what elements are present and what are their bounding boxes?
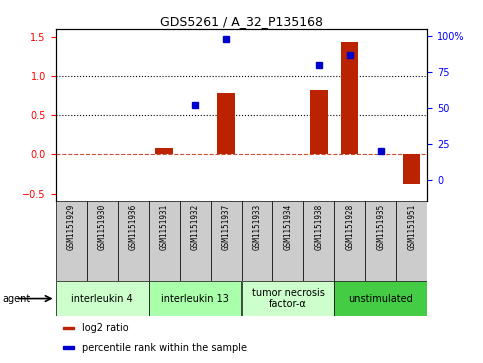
Text: GSM1151932: GSM1151932 [190, 204, 199, 250]
Bar [272, 201, 303, 281]
Text: GSM1151938: GSM1151938 [314, 204, 324, 250]
Text: GSM1151937: GSM1151937 [222, 204, 230, 250]
Bar [242, 281, 334, 316]
Bar [117, 201, 149, 281]
Text: percentile rank within the sample: percentile rank within the sample [82, 343, 247, 352]
Bar [63, 346, 74, 349]
Text: GSM1151936: GSM1151936 [128, 204, 138, 250]
Bar [242, 201, 272, 281]
Bar [366, 201, 397, 281]
Bar [217, 93, 235, 154]
Bar [149, 281, 242, 316]
Text: log2 ratio: log2 ratio [82, 323, 128, 333]
Bar [311, 90, 327, 154]
Text: unstimulated: unstimulated [349, 294, 413, 303]
Title: GDS5261 / A_32_P135168: GDS5261 / A_32_P135168 [160, 15, 323, 28]
Bar [397, 201, 427, 281]
Text: interleukin 4: interleukin 4 [71, 294, 133, 303]
Text: GSM1151933: GSM1151933 [253, 204, 261, 250]
Text: tumor necrosis
factor-α: tumor necrosis factor-α [252, 288, 325, 309]
Text: GSM1151935: GSM1151935 [376, 204, 385, 250]
Bar [86, 201, 117, 281]
Text: GSM1151928: GSM1151928 [345, 204, 355, 250]
Text: GSM1151931: GSM1151931 [159, 204, 169, 250]
Bar [180, 201, 211, 281]
Bar [334, 281, 427, 316]
Bar [403, 154, 421, 184]
Text: GSM1151929: GSM1151929 [67, 204, 75, 250]
Bar [211, 201, 242, 281]
Text: GSM1151930: GSM1151930 [98, 204, 107, 250]
Bar [56, 281, 149, 316]
Bar [56, 201, 86, 281]
Bar [156, 148, 172, 154]
Text: GSM1151934: GSM1151934 [284, 204, 293, 250]
Bar [149, 201, 180, 281]
Bar [334, 201, 366, 281]
Text: interleukin 13: interleukin 13 [161, 294, 229, 303]
Text: agent: agent [2, 294, 30, 303]
Text: GSM1151951: GSM1151951 [408, 204, 416, 250]
Bar [303, 201, 334, 281]
Bar [341, 42, 358, 154]
Bar [63, 327, 74, 329]
